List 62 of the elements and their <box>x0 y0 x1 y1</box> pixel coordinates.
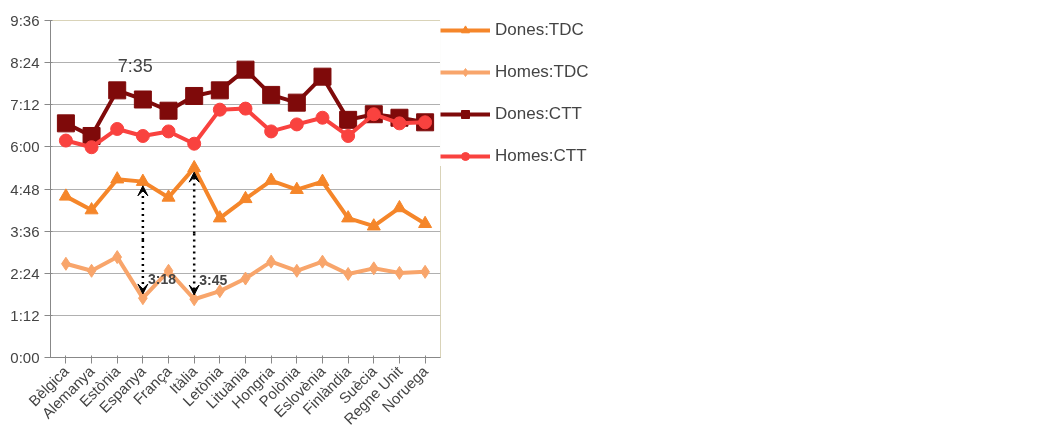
point <box>341 210 356 223</box>
point <box>368 261 379 276</box>
point <box>187 136 202 151</box>
point <box>313 67 332 86</box>
y-tick-label: 9:36 <box>10 12 40 29</box>
point <box>264 124 279 139</box>
point <box>236 60 255 79</box>
point <box>394 265 405 280</box>
annotation: 7:35 <box>117 56 153 77</box>
point <box>161 124 176 139</box>
point <box>86 263 97 278</box>
point <box>212 210 227 223</box>
point <box>262 85 281 104</box>
point <box>392 199 407 213</box>
point <box>418 215 433 229</box>
point <box>112 250 123 265</box>
point <box>133 90 152 109</box>
y-tick-label: 3:36 <box>10 222 40 240</box>
legend-label: Homes:TDC <box>495 62 590 82</box>
point <box>108 81 127 100</box>
point <box>238 190 253 204</box>
point <box>84 140 99 155</box>
point <box>287 93 306 112</box>
y-tick-label: 6:00 <box>10 138 40 156</box>
point <box>161 189 176 202</box>
point <box>315 110 330 125</box>
y-tick-label: 7:12 <box>10 96 40 114</box>
point <box>289 117 304 132</box>
point <box>392 116 407 131</box>
point <box>264 172 279 185</box>
point <box>110 171 125 184</box>
point <box>291 263 302 278</box>
point <box>159 101 178 120</box>
point <box>135 173 150 186</box>
point <box>110 121 125 136</box>
point <box>240 271 251 286</box>
point <box>56 114 75 133</box>
point <box>212 102 227 117</box>
y-tick-label: 8:24 <box>10 54 40 72</box>
legend-label: Homes:CTT <box>495 146 588 166</box>
y-tick-label: 4:48 <box>10 180 40 198</box>
y-tick-label: 1:12 <box>10 306 40 324</box>
point <box>210 81 229 100</box>
point <box>189 292 200 307</box>
legend-label: Dones:TDC <box>495 20 585 40</box>
point <box>315 173 330 186</box>
point <box>366 218 381 231</box>
point <box>317 254 328 269</box>
point <box>135 129 150 143</box>
point <box>84 202 99 215</box>
y-tick-label: 0:00 <box>10 349 40 366</box>
point <box>58 133 73 148</box>
y-tick-label: 2:24 <box>10 264 40 282</box>
point <box>289 181 304 194</box>
legend-label: Dones:CTT <box>495 104 583 124</box>
point <box>238 101 253 116</box>
point <box>58 188 73 201</box>
point <box>341 129 356 143</box>
point <box>339 110 358 129</box>
point <box>187 159 202 173</box>
annotation: 3:45 <box>199 271 228 288</box>
point <box>185 86 204 105</box>
